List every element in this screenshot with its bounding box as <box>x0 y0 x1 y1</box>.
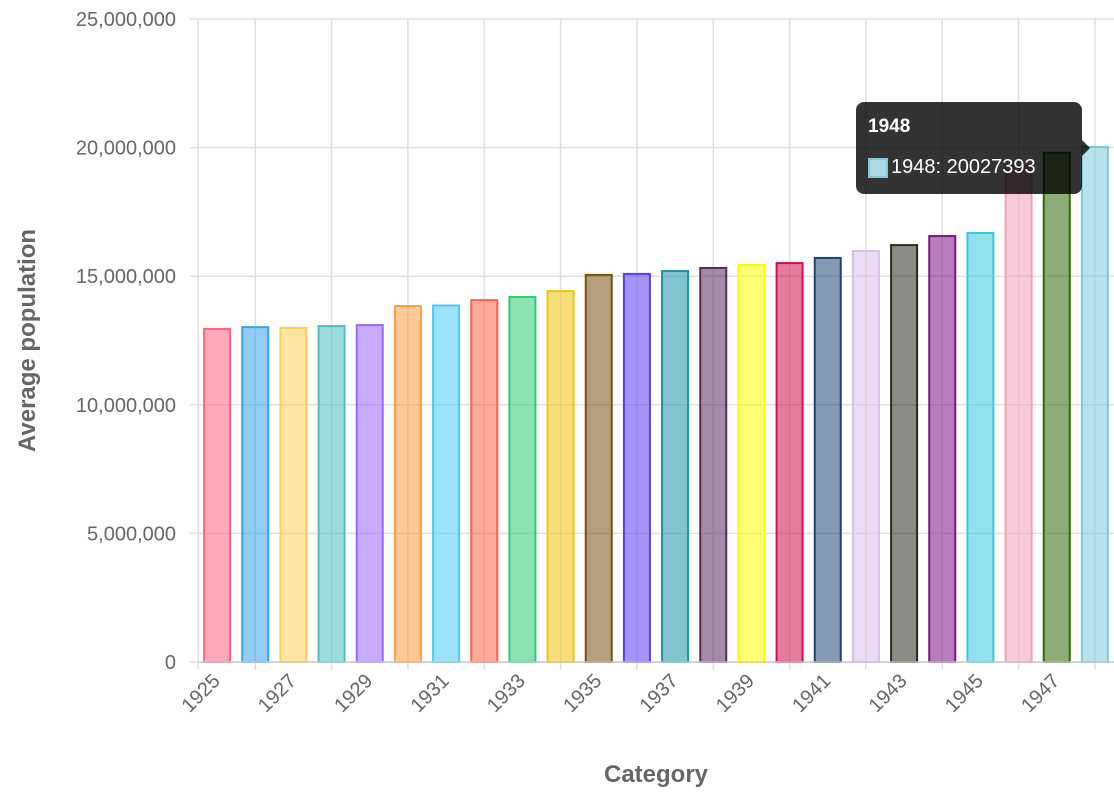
y-tick-label: 25,000,000 <box>76 9 176 31</box>
bar-1928 <box>317 325 346 663</box>
bar-1933 <box>508 296 537 663</box>
bar-1929 <box>355 324 384 663</box>
bar-1930 <box>393 305 422 663</box>
bar-1926 <box>241 326 270 663</box>
y-axis-title: Average population <box>14 229 41 452</box>
tooltip-title: 1948 <box>868 116 911 137</box>
bar-1946 <box>1004 164 1033 663</box>
bar-1932 <box>470 299 499 663</box>
x-tick-label: 1941 <box>788 670 835 717</box>
y-tick-label: 20,000,000 <box>76 138 176 160</box>
bar-1934 <box>546 290 575 663</box>
x-axis-title: Category <box>604 761 709 788</box>
bar-1936 <box>622 272 651 663</box>
x-tick-label: 1929 <box>330 670 377 717</box>
tooltip-label: 1948: 20027393 <box>891 156 1036 178</box>
bar-1945 <box>966 231 995 664</box>
tooltip: 1948 1948: 20027393 <box>856 102 1090 194</box>
bar-1947 <box>1042 151 1071 664</box>
x-tick-label: 1943 <box>865 670 912 717</box>
bar-1927 <box>279 326 308 663</box>
bar-1941 <box>813 256 842 663</box>
x-tick-label: 1937 <box>636 670 683 717</box>
bar-1944 <box>928 235 957 663</box>
bar-1931 <box>432 304 461 663</box>
x-tick-label: 1935 <box>559 670 606 717</box>
bar-1948 <box>1080 145 1109 663</box>
y-tick-label: 15,000,000 <box>76 266 176 288</box>
x-tick-label: 1931 <box>407 670 454 717</box>
bar-1935 <box>584 273 613 663</box>
x-tick-label: 1925 <box>178 670 225 717</box>
y-tick-label: 10,000,000 <box>76 395 176 417</box>
x-tick-label: 1933 <box>483 670 530 717</box>
bar-1938 <box>699 266 728 663</box>
x-tick-label: 1927 <box>254 670 301 717</box>
x-tick-label: 1939 <box>712 670 759 717</box>
x-tick-label: 1945 <box>941 670 988 717</box>
bar-1939 <box>737 263 766 663</box>
y-tick-label: 0 <box>165 652 176 674</box>
tooltip-caret <box>1082 140 1090 156</box>
bar-1925 <box>203 327 232 663</box>
bar-1940 <box>775 262 804 663</box>
x-tick-label: 1947 <box>1017 670 1064 717</box>
tooltip-swatch <box>868 157 888 178</box>
bar-1942 <box>851 249 880 664</box>
bar-1937 <box>661 270 690 663</box>
y-tick-label: 5,000,000 <box>87 523 176 545</box>
bar-1943 <box>890 244 919 663</box>
